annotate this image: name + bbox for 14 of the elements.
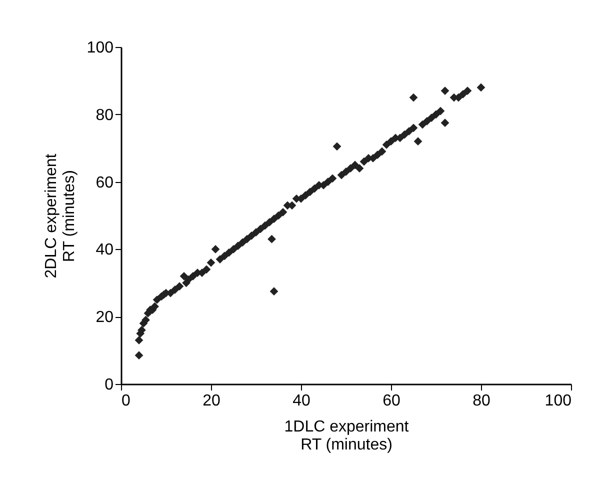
x-axis-title: 1DLC experiment RT (minutes) [284, 418, 410, 454]
x-tick-label: 0 [122, 392, 130, 410]
x-tick-label: 20 [202, 392, 220, 410]
y-tick-label: 80 [96, 106, 114, 124]
y-tick-label: 60 [96, 174, 114, 192]
y-tick-label: 100 [86, 40, 114, 56]
y-tick-label: 40 [96, 242, 114, 259]
x-tick-label: 40 [292, 392, 310, 410]
x-tick-label: 60 [382, 392, 400, 410]
x-tick-label: 80 [472, 392, 490, 410]
x-tick-label: 100 [544, 392, 572, 410]
y-axis-title: 2DLC experiment RT (minutes) [42, 153, 78, 278]
y-tick-label: 0 [104, 376, 114, 394]
y-tick-label: 20 [96, 309, 114, 326]
